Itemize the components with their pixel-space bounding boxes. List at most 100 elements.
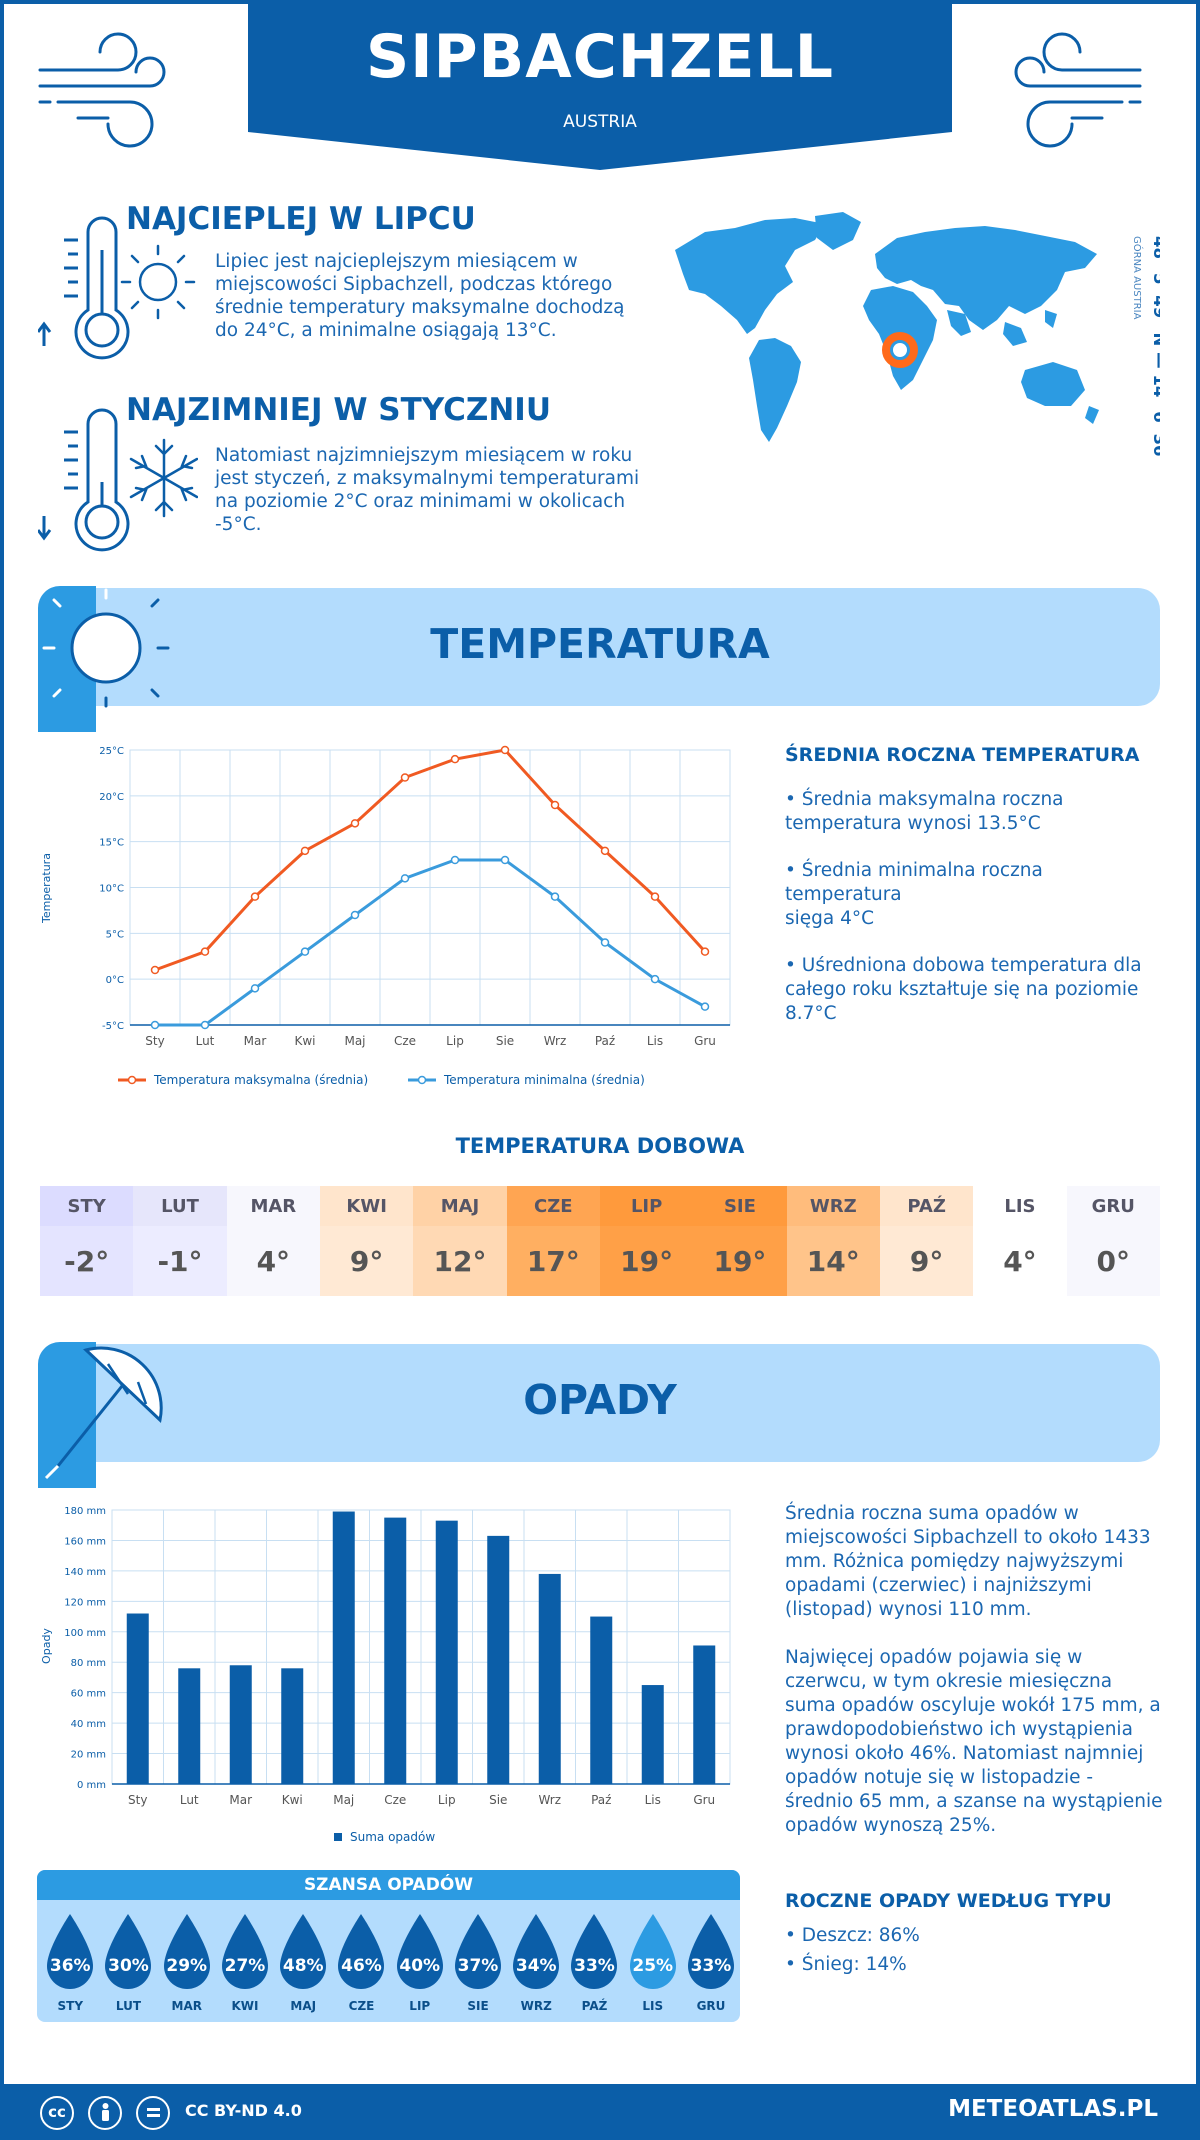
y-tick-label: 160 mm: [64, 1536, 106, 1547]
precip-chance-item: 33% PAŹ: [565, 1912, 623, 2013]
data-point: [650, 892, 660, 901]
daily-temperature-value: -1°: [133, 1226, 227, 1296]
precip-y-axis-label: Opady: [40, 1628, 53, 1664]
precip-bar: [538, 1573, 561, 1784]
daily-temperature-value: 14°: [786, 1226, 880, 1296]
temperature-chart: Temperatura -5°C 0°C 5°C 10°C 15°C 20°C 25°C S…: [40, 745, 731, 1087]
bullet-line: • Średnia minimalna roczna temperatura: [785, 860, 1043, 905]
x-tick-label: Maj: [333, 1793, 354, 1807]
precip-chance-value: 29%: [166, 1956, 208, 1976]
daily-month-label: LIS: [973, 1186, 1067, 1226]
daily-temperature-value: 4°: [973, 1226, 1067, 1296]
precip-bar: [178, 1668, 201, 1784]
daily-column: SIE 19°: [693, 1186, 787, 1296]
precip-chance-item: 30% LUT: [99, 1912, 157, 2013]
precip-bar: [435, 1520, 458, 1784]
bullet-max: • Średnia maksymalna roczna temperatura …: [785, 788, 1165, 836]
precip-chance-item: 46% CZE: [332, 1912, 390, 2013]
y-tick-label: 0°C: [106, 975, 124, 986]
y-tick-label: 5°C: [106, 929, 124, 940]
data-point: [550, 892, 560, 901]
precip-chance-month: SIE: [467, 1999, 489, 2013]
precip-summary: Średnia roczna suma opadów w miejscowości…: [785, 1502, 1165, 1838]
precip-chance-item: 25% LIS: [624, 1912, 682, 2013]
data-point: [250, 984, 260, 993]
precip-paragraph-2: Najwięcej opadów pojawia się w czerwcu, w…: [785, 1646, 1165, 1838]
daily-temperature-value: 19°: [599, 1226, 694, 1296]
y-tick-label: 20°C: [99, 792, 124, 803]
precip-text-line: czerwcu, w tym okresie miesięczna: [785, 1671, 1113, 1692]
daily-month-label: CZE: [506, 1186, 600, 1226]
daily-month-label: STY: [40, 1186, 134, 1226]
series-line: [155, 858, 706, 1027]
raindrop-icon: [105, 1914, 152, 1989]
bullet-line: temperatura wynosi 13.5°C: [785, 813, 1041, 834]
precip-chance-item: 40% LIP: [391, 1912, 449, 2013]
precip-chance-item: 36% STY: [41, 1912, 99, 2013]
daily-month-label: GRU: [1066, 1186, 1160, 1226]
data-point: [350, 819, 360, 828]
data-point: [200, 947, 210, 956]
precip-chance-value: 36%: [49, 1956, 91, 1976]
precip-chance-value: 37%: [457, 1956, 499, 1976]
precip-chance-drops: 36% STY 30% LUT 29% MAR 27% KWI 48% MAJ 46% CZE 40% L…: [37, 1912, 740, 2013]
legend-marker: [417, 1075, 427, 1085]
precip-chance-item: 34% WRZ: [507, 1912, 565, 2013]
data-point: [600, 938, 610, 947]
x-tick-label: Paź: [595, 1034, 615, 1048]
daily-month-label: LUT: [133, 1186, 227, 1226]
y-tick-label: 15°C: [99, 838, 124, 849]
precip-chance-month: CZE: [348, 1999, 375, 2013]
y-tick-label: 25°C: [99, 746, 124, 757]
x-tick-label: Lis: [645, 1793, 661, 1807]
precip-chance-value: 27%: [224, 1956, 266, 1976]
bullet-avg: • Uśredniona dobowa temperatura dla całe…: [785, 954, 1165, 1026]
y-tick-label: 80 mm: [71, 1658, 106, 1669]
cc-icon: cc: [40, 2096, 74, 2130]
site-link[interactable]: METEOATLAS.PL: [948, 2096, 1158, 2122]
bullet-min: • Średnia minimalna roczna temperatura s…: [785, 859, 1165, 931]
precip-chance-value: 30%: [108, 1956, 149, 1976]
precip-chance-title: SZANSA OPADÓW: [37, 1870, 740, 1900]
x-tick-label: Lip: [446, 1034, 464, 1048]
daily-temperature-value: 0°: [1066, 1226, 1160, 1296]
daily-month-label: LIP: [599, 1186, 694, 1226]
country-label: AUSTRIA: [563, 112, 637, 132]
temperature-y-axis-label: Temperatura: [40, 853, 53, 924]
data-point: [300, 947, 310, 956]
precip-chance-month: LIS: [642, 1999, 664, 2013]
data-point: [450, 754, 460, 764]
precip-text-line: wynosi około 46%. Natomiast najmniej: [785, 1743, 1144, 1764]
x-tick-label: Maj: [344, 1034, 365, 1048]
daily-temperature-value: 9°: [879, 1226, 974, 1296]
precip-chance-value: 34%: [515, 1956, 557, 1976]
precip-banner: [40, 1344, 1160, 1462]
data-point: [400, 773, 410, 782]
legend-swatch: [334, 1833, 342, 1841]
precip-text-line: średnio 65 mm, a szanse na wystąpienie: [785, 1791, 1163, 1812]
precip-chance-month: WRZ: [520, 1999, 552, 2013]
precip-chance-value: 33%: [574, 1956, 615, 1976]
daily-column: CZE 17°: [506, 1186, 600, 1296]
bullet-line: • Średnia maksymalna roczna: [785, 789, 1064, 810]
precip-text-line: opadów notuje się w listopadzie -: [785, 1767, 1094, 1788]
legend-label: Temperatura maksymalna (średnia): [153, 1073, 368, 1087]
data-point: [550, 800, 560, 810]
precip-bar: [384, 1517, 407, 1784]
x-tick-label: Lis: [647, 1034, 663, 1048]
precip-text-line: Najwięcej opadów pojawia się w: [785, 1647, 1083, 1668]
x-tick-label: Lip: [438, 1793, 456, 1807]
x-tick-label: Sie: [496, 1034, 514, 1048]
precip-chance-panel: SZANSA OPADÓW 36% STY 30% LUT 29% MAR 27% KWI 48…: [37, 1870, 740, 2022]
data-point: [200, 1020, 210, 1030]
precip-types: ROCZNE OPADY WEDŁUG TYPU • Deszcz: 86% •…: [785, 1890, 1165, 1977]
daily-temperature-value: 9°: [319, 1226, 414, 1296]
precip-text-line: opadami (czerwiec) i najniższymi: [785, 1575, 1092, 1596]
hottest-title: NAJCIEPLEJ W LIPCU: [126, 201, 476, 237]
y-tick-label: 10°C: [99, 884, 124, 895]
raindrop-icon: [47, 1914, 93, 1989]
coldest-text-line: jest styczeń, z maksymalnymi temperatura…: [215, 468, 640, 489]
daily-column: LUT -1°: [133, 1186, 227, 1296]
daily-month-label: KWI: [319, 1186, 414, 1226]
daily-temperature-value: 19°: [693, 1226, 787, 1296]
